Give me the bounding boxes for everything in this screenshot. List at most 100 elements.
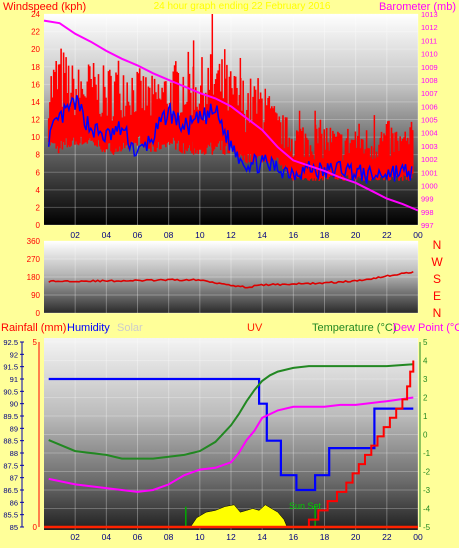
direction-tick-label: 270	[27, 255, 41, 264]
barometer-tick-label: 1002	[421, 155, 438, 164]
top-x-tick-label: 10	[195, 230, 205, 240]
windspeed-tick-label: 22	[31, 28, 40, 37]
humidity-tick-label: 87.5	[3, 461, 18, 470]
barometer-tick-label: 1004	[421, 129, 438, 138]
barometer-tick-label: 1000	[421, 181, 438, 190]
windspeed-tick-label: 4	[36, 186, 41, 195]
bottom-x-tick-label: 16	[289, 532, 299, 542]
temperature-tick-label: -4	[423, 505, 431, 514]
windspeed-tick-label: 2	[36, 203, 41, 212]
solar-axis-label: Solar	[117, 322, 143, 334]
barometer-tick-label: 1009	[421, 63, 438, 72]
bottom-x-tick-label: 02	[70, 532, 80, 542]
compass-label-n-bottom: N	[433, 306, 442, 320]
top-x-tick-label: 12	[226, 230, 236, 240]
top-x-tick-label: 16	[289, 230, 299, 240]
compass-label-n-top: N	[433, 238, 442, 252]
humidity-axis-label: Humidity	[67, 322, 110, 334]
bottom-x-tick-label: 04	[102, 532, 112, 542]
direction-tick-label: 90	[31, 291, 40, 300]
humidity-tick-label: 90.5	[3, 387, 18, 396]
top-x-tick-label: 06	[133, 230, 143, 240]
bottom-x-tick-label: 22	[382, 532, 392, 542]
temperature-tick-label: -5	[423, 523, 431, 532]
windspeed-tick-label: 6	[36, 168, 41, 177]
bottom-x-tick-label: 20	[351, 532, 361, 542]
direction-tick-label: 360	[27, 237, 41, 246]
barometer-tick-label: 1003	[421, 142, 438, 151]
bottom-x-tick-label: 18	[320, 532, 330, 542]
temperature-tick-label: 5	[423, 338, 428, 347]
top-x-tick-label: 22	[382, 230, 392, 240]
top-x-tick-label: 00	[413, 230, 423, 240]
humidity-tick-label: 92.5	[3, 338, 18, 347]
humidity-tick-label: 89	[10, 424, 18, 433]
humidity-tick-label: 88.5	[3, 437, 18, 446]
temperature-tick-label: 2	[423, 394, 428, 403]
top-x-tick-label: 04	[102, 230, 112, 240]
windspeed-tick-label: 12	[31, 116, 40, 125]
top-x-tick-label: 20	[351, 230, 361, 240]
windspeed-tick-label: 0	[36, 221, 41, 230]
compass-label-e: E	[433, 289, 441, 303]
barometer-tick-label: 998	[421, 208, 434, 217]
rainfall-axis-label: Rainfall (mm)	[1, 322, 66, 334]
temperature-tick-label: -1	[423, 449, 431, 458]
barometer-tick-label: 1001	[421, 168, 438, 177]
bottom-x-tick-label: 14	[257, 532, 267, 542]
temperature-tick-label: -3	[423, 486, 431, 495]
barometer-tick-label: 1006	[421, 102, 438, 111]
top-x-tick-label: 08	[164, 230, 174, 240]
windspeed-tick-label: 20	[31, 45, 40, 54]
temperature-tick-label: 4	[423, 357, 428, 366]
barometer-tick-label: 1013	[421, 10, 438, 19]
bottom-x-tick-label: 06	[133, 532, 143, 542]
sunset-annotation: Sun Set	[289, 501, 322, 511]
humidity-tick-label: 86	[10, 498, 18, 507]
windspeed-tick-label: 16	[31, 80, 40, 89]
barometer-axis-label: Barometer (mb)	[379, 1, 456, 13]
humidity-tick-label: 85.5	[3, 511, 18, 520]
bottom-x-tick-label: 00	[413, 532, 423, 542]
bottom-x-tick-label: 08	[164, 532, 174, 542]
uv-axis-label: UV	[247, 322, 263, 334]
bottom-x-tick-label: 12	[226, 532, 236, 542]
temperature-tick-label: 0	[423, 431, 428, 440]
windspeed-axis-label: Windspeed (kph)	[3, 1, 86, 13]
top-x-tick-label: 18	[320, 230, 330, 240]
barometer-tick-label: 1007	[421, 89, 438, 98]
rainfall-tick-label: 0	[33, 523, 38, 532]
top-x-tick-label: 02	[70, 230, 80, 240]
barometer-tick-label: 999	[421, 195, 434, 204]
bottom-x-tick-label: 10	[195, 532, 205, 542]
humidity-tick-label: 89.5	[3, 412, 18, 421]
humidity-tick-label: 86.5	[3, 486, 18, 495]
windspeed-tick-label: 14	[31, 98, 40, 107]
barometer-tick-label: 1012	[421, 23, 438, 32]
barometer-tick-label: 1011	[421, 36, 437, 45]
windspeed-tick-label: 24	[31, 10, 40, 19]
barometer-tick-label: 997	[421, 221, 434, 230]
barometer-tick-label: 1008	[421, 76, 438, 85]
humidity-tick-label: 87	[10, 474, 18, 483]
temperature-tick-label: 3	[423, 375, 428, 384]
humidity-tick-label: 90	[10, 400, 18, 409]
direction-tick-label: 180	[27, 273, 41, 282]
direction-tick-label: 0	[36, 309, 41, 318]
chart-title: 24 hour graph ending 22 February 2016	[154, 1, 331, 12]
humidity-tick-label: 91.5	[3, 363, 18, 372]
compass-label-s: S	[433, 272, 441, 286]
temperature-axis-label: Temperature (°C)	[312, 322, 396, 334]
barometer-tick-label: 1005	[421, 116, 438, 125]
humidity-tick-label: 91	[10, 375, 18, 384]
dewpoint-axis-label: Dew Point (°C)	[393, 322, 459, 334]
compass-label-w: W	[431, 255, 443, 269]
temperature-tick-label: 1	[423, 412, 428, 421]
humidity-tick-label: 85	[10, 523, 18, 532]
windspeed-tick-label: 18	[31, 63, 40, 72]
windspeed-tick-label: 10	[31, 133, 40, 142]
windspeed-tick-label: 8	[36, 151, 41, 160]
barometer-tick-label: 1010	[421, 50, 438, 59]
